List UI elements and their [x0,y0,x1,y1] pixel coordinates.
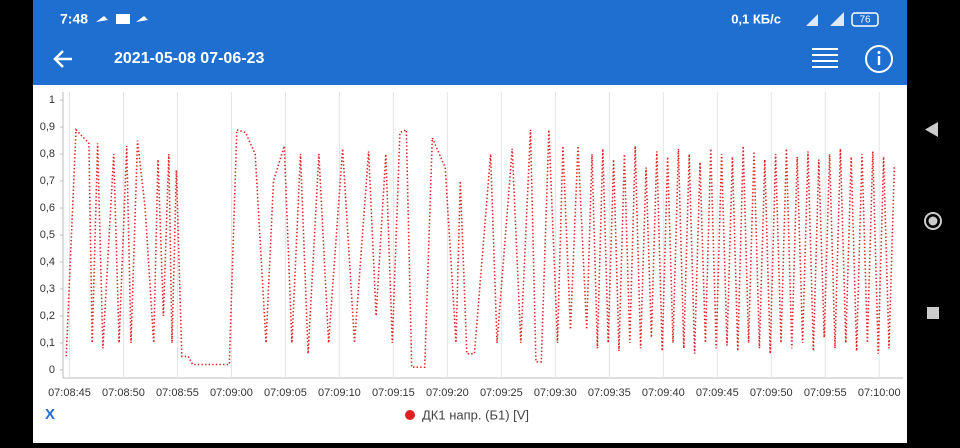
plot: 0 0,1 0,2 0,3 0,4 0,5 0,6 0,7 0,8 0,9 1 07:08:45 07:… [40,92,903,422]
x-tick-label: 07:09:20 [426,387,469,399]
x-tick-label: 07:09:35 [588,387,631,399]
status-speed: 0,1 КБ/с [731,11,781,26]
x-tick-label: 07:09:45 [696,387,739,399]
x-tick-label: 07:08:55 [156,387,199,399]
list-button[interactable] [812,48,838,68]
x-tick-label: 07:09:15 [372,387,415,399]
legend-marker [405,410,415,420]
x-tick-label: 07:09:25 [480,387,523,399]
battery-level: 76 [859,15,871,26]
x-tick-label: 07:09:40 [642,387,685,399]
y-tick-label: 0,9 [40,121,55,133]
y-tick-label: 0,4 [40,256,55,268]
info-button[interactable] [865,45,893,73]
status-icons [96,14,148,24]
nav-back[interactable] [925,122,938,137]
y-tick-label: 0,6 [40,202,55,214]
x-tick-label: 07:09:00 [210,387,253,399]
data-line [65,127,896,368]
y-tick-label: 0,1 [40,337,55,349]
x-tick-label: 07:09:50 [750,387,793,399]
legend-label: ДК1 напр. (Б1) [V] [422,407,529,422]
signal-bars [806,12,844,26]
battery [851,12,879,27]
y-tick-label: 0,2 [40,310,55,322]
y-tick-label: 0,5 [40,229,55,241]
signal-icons [806,12,844,26]
info-dot [877,51,881,54]
status-time: 7:48 [60,11,88,27]
x-tick-label: 07:08:50 [102,387,145,399]
y-tick-label: 0,3 [40,283,55,295]
y-tick-label: 1 [49,94,55,106]
chart-area [33,85,907,443]
notification-icons [96,14,148,24]
nav-home-dot [928,216,938,226]
y-tick-label: 0 [49,364,55,376]
back-button[interactable] [53,50,72,68]
nav-recent[interactable] [927,307,939,319]
x-axis-button[interactable]: X [45,406,55,423]
x-tick-label: 07:09:05 [264,387,307,399]
x-tick-label: 07:09:10 [318,387,361,399]
app-title: 2021-05-08 07-06-23 [114,50,264,67]
x-tick-label: 07:10:00 [858,387,901,399]
y-tick-label: 0,7 [40,175,55,187]
x-tick-label: 07:09:30 [534,387,577,399]
nav-home[interactable] [924,212,942,230]
app-header [33,0,907,85]
info-i [877,56,881,65]
info-circle [865,45,893,73]
y-tick-label: 0,8 [40,148,55,160]
x-tick-label: 07:09:55 [804,387,847,399]
x-tick-label: 07:08:45 [48,387,91,399]
